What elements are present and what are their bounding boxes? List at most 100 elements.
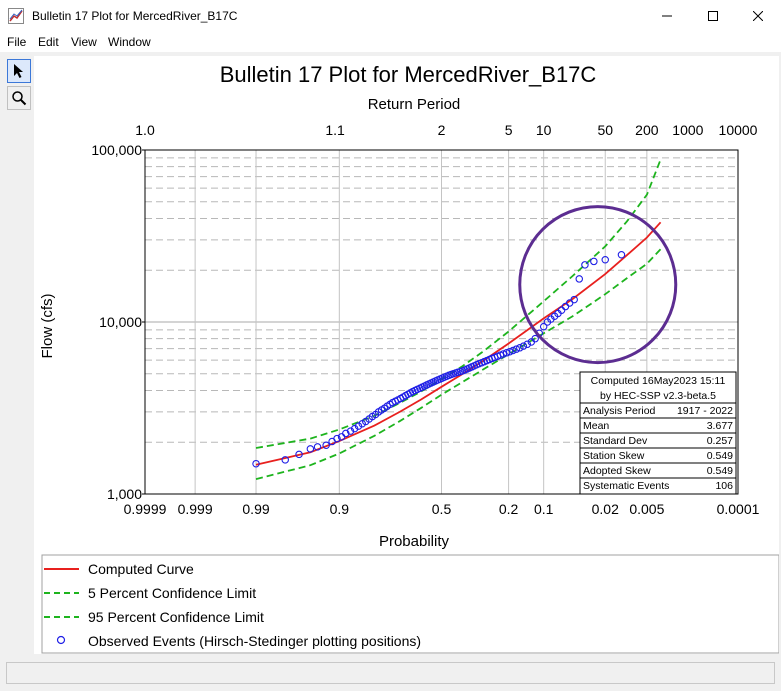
plot-panel: Bulletin 17 Plot for MercedRiver_B17C Re…: [34, 56, 780, 654]
observed-event-point: [313, 443, 322, 451]
observed-event-point: [617, 251, 626, 259]
menu-bar: File Edit View Window: [0, 32, 781, 52]
top-tick-label: 2: [438, 122, 446, 138]
stats-value: 0.257: [707, 435, 733, 447]
observed-event-point: [523, 340, 532, 349]
stats-box: Computed 16May2023 15:11 by HEC-SSP v2.3…: [579, 371, 737, 495]
stats-label: Station Skew: [583, 450, 645, 462]
pointer-arrow-icon: [14, 64, 23, 78]
zoom-tool-button[interactable]: [7, 86, 31, 110]
x-tick-label: 0.0001: [717, 501, 760, 517]
observed-event-point: [499, 350, 508, 358]
top-tick-label: 1.0: [135, 122, 155, 138]
observed-event-point: [509, 346, 517, 355]
top-tick-label: 1000: [672, 122, 703, 138]
magnifier-icon: [12, 91, 27, 106]
stats-value: 1917 - 2022: [677, 405, 733, 417]
y-tick-label: 100,000: [91, 142, 142, 158]
stats-header-line2: by HEC-SSP v2.3-beta.5: [600, 390, 716, 402]
legend-label: Computed Curve: [88, 561, 194, 577]
observed-event-point: [252, 459, 260, 468]
stats-label: Analysis Period: [583, 405, 656, 417]
y-tick-label: 1,000: [107, 486, 142, 502]
legend: Computed Curve 5 Percent Confidence Limi…: [41, 554, 780, 654]
x-tick-label: 0.99: [242, 501, 269, 517]
observed-event-point: [557, 306, 566, 315]
maximize-button[interactable]: [690, 0, 736, 32]
minimize-icon: [662, 15, 672, 17]
stats-header-line1: Computed 16May2023 15:11: [591, 375, 726, 387]
close-icon: [753, 11, 763, 21]
observed-event-point: [505, 347, 514, 356]
observed-event-point: [346, 427, 355, 435]
top-tick-label: 10: [536, 122, 552, 138]
close-button[interactable]: [735, 0, 781, 32]
observed-event-point: [354, 422, 363, 430]
top-tick-label: 50: [597, 122, 613, 138]
stats-label: Systematic Events: [583, 480, 669, 492]
menu-view[interactable]: View: [71, 35, 97, 49]
title-bar: Bulletin 17 Plot for MercedRiver_B17C: [0, 0, 781, 33]
top-tick-label: 1.1: [325, 122, 345, 138]
x-tick-label: 0.2: [499, 501, 519, 517]
observed-event-point: [295, 450, 303, 459]
chart-title: Bulletin 17 Plot for MercedRiver_B17C: [220, 62, 597, 87]
x-tick-label: 0.999: [178, 501, 213, 517]
x-tick-label: 0.005: [629, 501, 664, 517]
x-axis-label: Probability: [379, 533, 450, 550]
observed-event-point: [539, 322, 548, 331]
top-tick-label: 10000: [719, 122, 758, 138]
menu-edit[interactable]: Edit: [38, 35, 59, 49]
y-axis-label: Flow (cfs): [39, 294, 56, 359]
observed-event-point: [281, 456, 289, 464]
observed-event-point: [306, 445, 315, 453]
stats-value: 0.549: [707, 450, 733, 462]
stats-value: 0.549: [707, 465, 733, 477]
minimize-button[interactable]: [644, 0, 690, 32]
stats-label: Mean: [583, 420, 609, 432]
observed-event-point: [322, 441, 330, 450]
status-bar: [6, 662, 775, 684]
x-tick-label: 0.1: [534, 501, 554, 517]
observed-event-point: [516, 344, 524, 352]
legend-swatch-observed: [56, 635, 66, 645]
confidence-limit-5pct-line: [255, 159, 662, 449]
frequency-chart: Bulletin 17 Plot for MercedRiver_B17C Re…: [39, 62, 780, 654]
x-tick-label: 0.9: [330, 501, 350, 517]
observed-event-point: [581, 261, 589, 269]
pointer-tool-button[interactable]: [7, 59, 31, 83]
observed-event-point: [575, 275, 584, 283]
observed-event-point: [519, 342, 528, 350]
observed-event-point: [342, 429, 350, 438]
x-tick-label: 0.02: [592, 501, 619, 517]
observed-event-point: [333, 434, 341, 443]
menu-file[interactable]: File: [7, 35, 27, 49]
observed-event-point: [350, 424, 359, 433]
stats-label: Adopted Skew: [583, 465, 651, 477]
stats-value: 106: [715, 480, 733, 492]
confidence-limit-95pct-line: [255, 248, 662, 480]
highlight-circle-annotation: [518, 205, 678, 365]
legend-label: 95 Percent Confidence Limit: [88, 609, 264, 625]
legend-label: Observed Events (Hirsch-Stedinger plotti…: [88, 633, 421, 649]
stats-value: 3.677: [707, 420, 733, 432]
observed-event-point: [601, 256, 609, 264]
top-tick-label: 5: [505, 122, 513, 138]
x-tick-label: 0.5: [432, 501, 452, 517]
legend-label: 5 Percent Confidence Limit: [88, 585, 256, 601]
menu-window[interactable]: Window: [108, 35, 151, 49]
observed-event-point: [531, 334, 539, 343]
x-tick-label: 0.9999: [124, 501, 167, 517]
chart-app-icon: [8, 8, 24, 24]
observed-event-point: [590, 257, 598, 266]
window-title: Bulletin 17 Plot for MercedRiver_B17C: [32, 9, 238, 23]
tool-palette: [4, 56, 32, 656]
plot-frame: [144, 149, 739, 495]
observed-event-point: [512, 345, 521, 353]
top-tick-label: 200: [635, 122, 659, 138]
y-tick-label: 10,000: [99, 314, 142, 330]
top-axis-label: Return Period: [368, 96, 461, 113]
observed-event-point: [570, 295, 578, 304]
maximize-icon: [708, 11, 718, 21]
stats-label: Standard Dev: [583, 435, 648, 447]
